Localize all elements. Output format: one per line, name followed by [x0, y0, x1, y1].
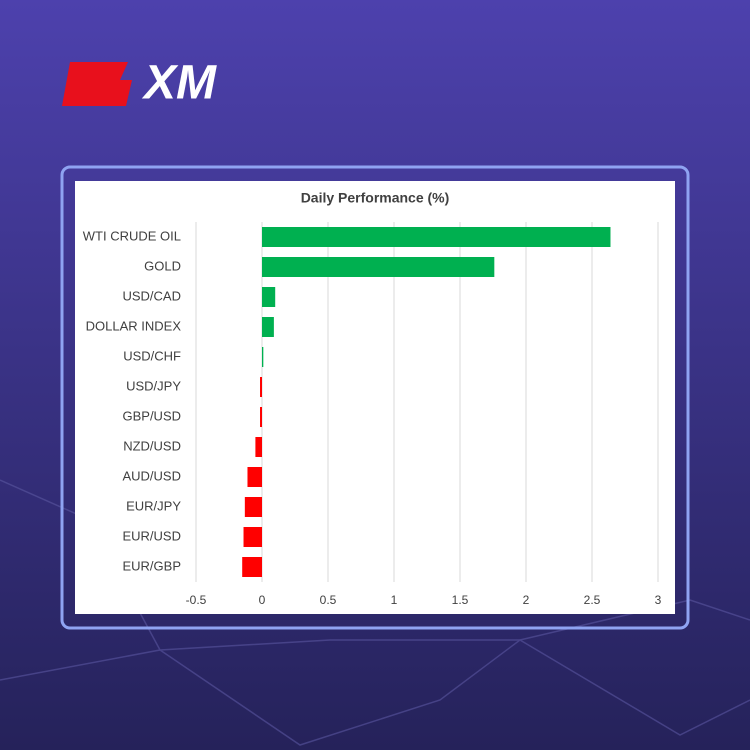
bar — [243, 527, 262, 547]
x-tick-label: 2.5 — [584, 593, 601, 607]
y-tick-label: GOLD — [144, 258, 181, 273]
y-tick-label: GBP/USD — [122, 408, 181, 423]
bar — [262, 317, 274, 337]
plot: -0.5 0 0.5 1 1.5 2 2.5 3 WTI CRUDE OIL GOLD USD/CA… — [83, 222, 662, 607]
x-tick-label: 0 — [259, 593, 266, 607]
bar — [260, 377, 262, 397]
bar — [262, 347, 264, 367]
logo-mark — [62, 62, 132, 106]
chart-title: Daily Performance (%) — [301, 190, 450, 206]
x-tick-label: 1 — [391, 593, 398, 607]
panel — [60, 165, 690, 630]
y-tick-label: NZD/USD — [123, 438, 181, 453]
y-tick-label: DOLLAR INDEX — [86, 318, 182, 333]
y-tick-label: AUD/USD — [122, 468, 181, 483]
bar — [242, 557, 262, 577]
bar — [260, 407, 262, 427]
y-tick-label: USD/JPY — [126, 378, 181, 393]
y-tick-label: USD/CAD — [122, 288, 181, 303]
bar — [262, 227, 611, 247]
x-tick-label: -0.5 — [186, 593, 207, 607]
bar — [247, 467, 262, 487]
x-tick-label: 2 — [523, 593, 530, 607]
bar — [244, 497, 262, 517]
bar — [262, 257, 495, 277]
y-tick-label: EUR/GBP — [122, 558, 181, 573]
logo-text: XM — [141, 57, 217, 110]
y-tick-label: EUR/JPY — [126, 498, 181, 513]
bar — [255, 437, 262, 457]
y-tick-label: WTI CRUDE OIL — [83, 228, 181, 243]
y-tick-label: EUR/USD — [122, 528, 181, 543]
chart-area — [75, 181, 675, 614]
x-tick-label: 0.5 — [320, 593, 337, 607]
x-tick-label: 3 — [655, 593, 662, 607]
y-tick-label: USD/CHF — [123, 348, 181, 363]
bar — [262, 287, 276, 307]
x-tick-label: 1.5 — [452, 593, 469, 607]
logo: XM — [62, 57, 217, 110]
